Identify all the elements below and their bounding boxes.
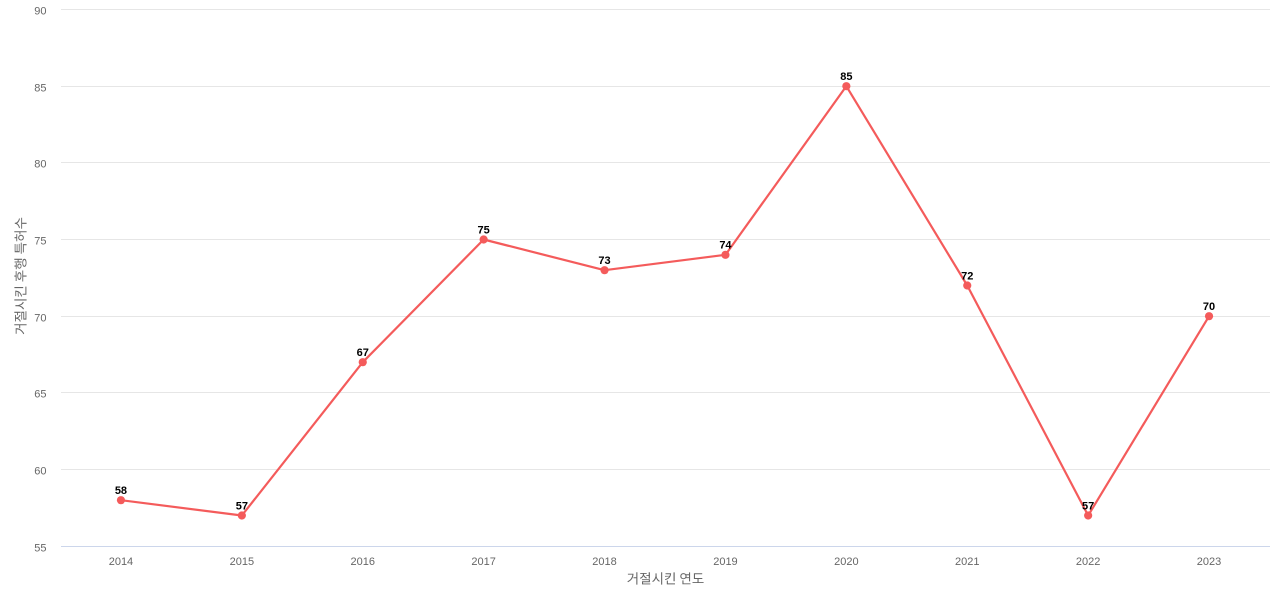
svg-text:2021: 2021 (955, 556, 979, 568)
svg-text:80: 80 (34, 159, 46, 171)
svg-text:70: 70 (1203, 301, 1215, 313)
svg-text:2016: 2016 (351, 556, 375, 568)
svg-text:57: 57 (1082, 500, 1094, 512)
svg-text:2014: 2014 (109, 556, 133, 568)
svg-text:85: 85 (34, 83, 46, 95)
svg-text:70: 70 (34, 313, 46, 325)
svg-text:2022: 2022 (1076, 556, 1100, 568)
svg-text:65: 65 (34, 389, 46, 401)
svg-text:74: 74 (719, 240, 732, 252)
svg-text:90: 90 (34, 6, 46, 18)
svg-text:85: 85 (840, 71, 852, 83)
svg-text:75: 75 (478, 224, 490, 236)
svg-text:2019: 2019 (713, 556, 737, 568)
svg-text:2017: 2017 (471, 556, 495, 568)
svg-text:2023: 2023 (1197, 556, 1221, 568)
svg-text:75: 75 (34, 236, 46, 248)
svg-text:2020: 2020 (834, 556, 858, 568)
svg-text:55: 55 (34, 543, 46, 555)
svg-text:58: 58 (115, 485, 127, 497)
svg-text:60: 60 (34, 466, 46, 478)
svg-text:67: 67 (357, 347, 369, 359)
svg-text:57: 57 (236, 500, 248, 512)
svg-text:2018: 2018 (592, 556, 616, 568)
svg-text:73: 73 (598, 255, 610, 267)
svg-text:2015: 2015 (230, 556, 254, 568)
svg-text:72: 72 (961, 270, 973, 282)
